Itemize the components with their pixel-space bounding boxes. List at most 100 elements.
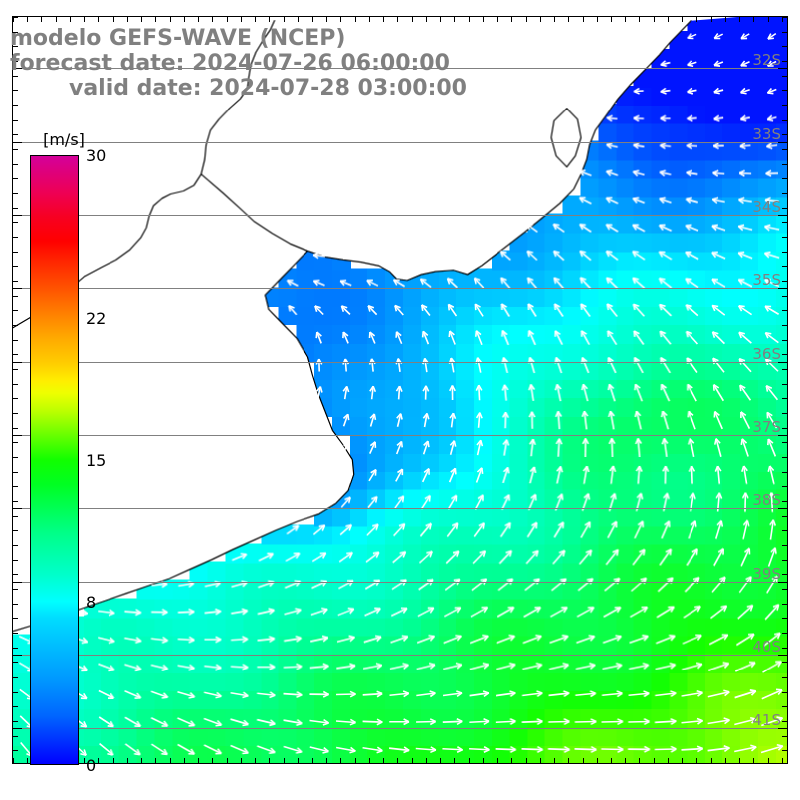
axis-tick-minor xyxy=(768,758,769,763)
axis-tick-minor xyxy=(312,758,313,763)
wind-vector-arrows xyxy=(13,17,787,763)
axis-tick-minor xyxy=(782,17,787,18)
axis-tick-minor xyxy=(84,758,85,763)
axis-tick-minor xyxy=(782,545,787,546)
axis-tick-minor xyxy=(98,17,99,22)
axis-tick-minor xyxy=(13,222,18,223)
axis-tick-minor xyxy=(241,758,242,763)
axis-tick-major xyxy=(778,288,787,289)
axis-tick-minor xyxy=(412,17,413,22)
axis-tick-minor xyxy=(340,758,341,763)
axis-tick-major xyxy=(778,435,787,436)
axis-tick-minor xyxy=(526,758,527,763)
axis-tick-minor xyxy=(397,17,398,22)
axis-tick-minor xyxy=(782,237,787,238)
axis-tick-minor xyxy=(241,17,242,22)
axis-tick-minor xyxy=(13,354,18,355)
axis-tick-minor xyxy=(84,17,85,22)
axis-tick-minor xyxy=(13,677,18,678)
axis-tick-minor xyxy=(13,90,18,91)
axis-tick-minor xyxy=(13,633,18,634)
axis-tick-minor xyxy=(753,758,754,763)
axis-tick-major xyxy=(13,655,22,656)
axis-tick-minor xyxy=(782,208,787,209)
axis-tick-minor xyxy=(70,17,71,22)
axis-tick-minor xyxy=(141,17,142,22)
axis-tick-minor xyxy=(355,17,356,22)
axis-tick-minor xyxy=(255,17,256,22)
axis-tick-minor xyxy=(284,758,285,763)
axis-tick-minor xyxy=(13,589,18,590)
axis-tick-minor xyxy=(782,340,787,341)
axis-tick-minor xyxy=(469,17,470,22)
axis-tick-minor xyxy=(397,758,398,763)
axis-tick-minor xyxy=(782,736,787,737)
axis-tick-minor xyxy=(782,252,787,253)
axis-tick-minor xyxy=(13,618,18,619)
axis-tick-minor xyxy=(782,589,787,590)
axis-tick-minor xyxy=(13,310,18,311)
axis-tick-minor xyxy=(13,252,18,253)
axis-tick-minor xyxy=(782,32,787,33)
axis-tick-minor xyxy=(13,149,18,150)
axis-tick-minor xyxy=(583,758,584,763)
axis-tick-minor xyxy=(269,17,270,22)
axis-tick-minor xyxy=(725,758,726,763)
axis-tick-major xyxy=(778,508,787,509)
axis-tick-minor xyxy=(13,736,18,737)
axis-tick-minor xyxy=(212,17,213,22)
colorbar-gradient xyxy=(30,155,79,765)
axis-tick-minor xyxy=(511,17,512,22)
axis-tick-minor xyxy=(13,178,18,179)
axis-tick-minor xyxy=(13,105,18,106)
axis-tick-minor xyxy=(13,501,18,502)
axis-tick-minor xyxy=(782,648,787,649)
axis-tick-minor xyxy=(454,17,455,22)
axis-tick-minor xyxy=(483,17,484,22)
axis-tick-minor xyxy=(668,17,669,22)
axis-tick-minor xyxy=(782,721,787,722)
axis-tick-minor xyxy=(13,208,18,209)
axis-tick-minor xyxy=(583,17,584,22)
axis-tick-minor xyxy=(13,193,18,194)
axis-tick-minor xyxy=(13,296,18,297)
axis-tick-minor xyxy=(782,398,787,399)
axis-tick-minor xyxy=(483,758,484,763)
axis-tick-minor xyxy=(625,17,626,22)
axis-tick-minor xyxy=(568,17,569,22)
axis-tick-minor xyxy=(782,193,787,194)
axis-tick-minor xyxy=(554,17,555,22)
axis-tick-minor xyxy=(383,758,384,763)
axis-tick-minor xyxy=(782,76,787,77)
axis-tick-minor xyxy=(711,17,712,22)
axis-tick-minor xyxy=(597,758,598,763)
axis-tick-minor xyxy=(13,398,18,399)
axis-tick-minor xyxy=(13,560,18,561)
axis-tick-major xyxy=(778,68,787,69)
axis-tick-minor xyxy=(13,134,18,135)
axis-tick-minor xyxy=(13,369,18,370)
axis-tick-minor xyxy=(41,17,42,22)
axis-tick-minor xyxy=(269,758,270,763)
axis-tick-minor xyxy=(654,758,655,763)
map-plot-area[interactable]: 32S 33S 34S 35S 36S 37S 38S 39S 40S 41S xyxy=(12,16,788,764)
axis-tick-major xyxy=(13,288,22,289)
axis-tick-minor xyxy=(782,574,787,575)
axis-tick-minor xyxy=(13,530,18,531)
axis-tick-minor xyxy=(782,354,787,355)
axis-tick-minor xyxy=(639,758,640,763)
axis-tick-minor xyxy=(13,32,18,33)
axis-tick-minor xyxy=(13,457,18,458)
axis-tick-minor xyxy=(526,17,527,22)
axis-tick-major xyxy=(13,508,22,509)
axis-tick-minor xyxy=(782,604,787,605)
axis-tick-minor xyxy=(782,501,787,502)
axis-tick-minor xyxy=(782,222,787,223)
axis-tick-minor xyxy=(127,758,128,763)
axis-tick-minor xyxy=(782,178,787,179)
axis-tick-minor xyxy=(13,648,18,649)
axis-tick-minor xyxy=(568,758,569,763)
axis-tick-minor xyxy=(782,530,787,531)
axis-tick-major xyxy=(13,68,22,69)
axis-tick-minor xyxy=(227,758,228,763)
